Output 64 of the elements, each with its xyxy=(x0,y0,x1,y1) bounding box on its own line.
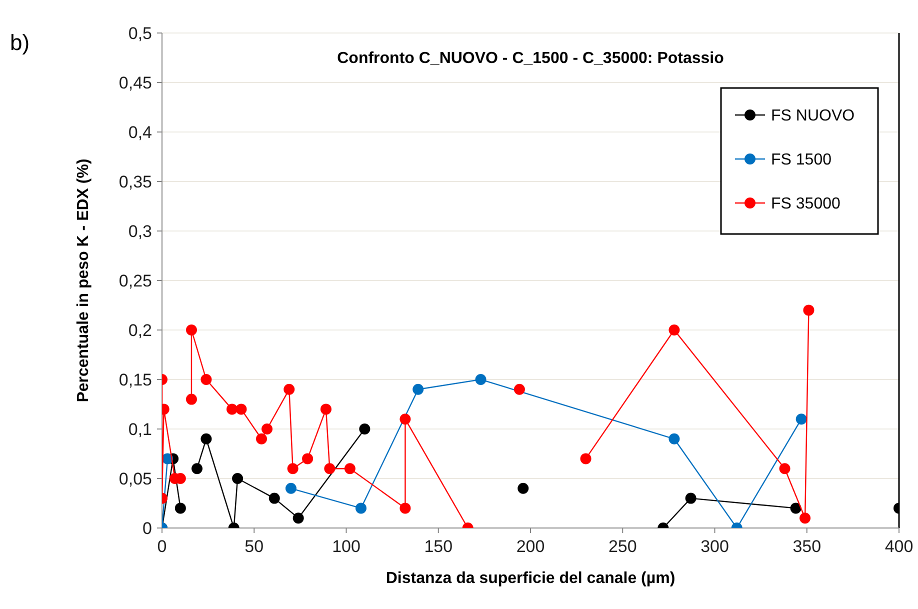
x-tick-label: 250 xyxy=(608,537,637,556)
point xyxy=(186,324,197,336)
x-tick-label: 200 xyxy=(516,537,545,556)
point xyxy=(287,463,298,474)
point xyxy=(796,414,807,425)
x-tick-label: 150 xyxy=(424,537,453,556)
x-tick-label: 300 xyxy=(700,537,729,556)
point xyxy=(514,384,525,395)
y-tick-label: 0,15 xyxy=(118,370,152,390)
y-axis-title: Percentuale in peso K - EDX (%) xyxy=(75,158,92,402)
point xyxy=(668,433,680,444)
x-tick-label: 0 xyxy=(157,537,167,556)
y-tick-label: 0,1 xyxy=(128,420,152,439)
point xyxy=(400,502,411,514)
point xyxy=(800,512,811,524)
y-tick-label: 0,35 xyxy=(118,172,152,192)
point xyxy=(790,502,802,514)
x-tick-label: 100 xyxy=(332,537,360,556)
point xyxy=(580,453,592,464)
point xyxy=(284,384,295,395)
y-tick-label: 0,4 xyxy=(128,122,152,142)
point xyxy=(359,424,370,434)
point xyxy=(268,492,280,504)
y-tick-label: 0,45 xyxy=(118,73,152,92)
text: Confronto C_NUOVO - C_1500 - C_35000: Potassio xyxy=(337,50,724,67)
point xyxy=(412,384,424,395)
point xyxy=(475,374,486,385)
text: b) xyxy=(10,30,30,55)
point xyxy=(232,473,244,484)
x-axis-title: Distanza da superficie del canale (µm) xyxy=(386,570,676,587)
point xyxy=(518,482,529,494)
y-tick-label: 0,05 xyxy=(118,469,152,488)
point xyxy=(192,463,203,474)
point xyxy=(186,394,197,405)
x-tick-label: 350 xyxy=(792,537,822,556)
y-tick-label: 0,3 xyxy=(128,222,152,241)
x-tick-label: 400 xyxy=(884,537,914,556)
point xyxy=(200,433,212,444)
point xyxy=(685,492,696,504)
point xyxy=(803,304,814,316)
legend-label: FS 1500 xyxy=(771,152,832,169)
point xyxy=(668,324,680,336)
legend-label: FS 35000 xyxy=(771,196,840,213)
y-tick-label: 0,25 xyxy=(118,271,152,290)
y-tick-label: 0,5 xyxy=(128,24,152,43)
point xyxy=(320,404,332,415)
y-tick-label: 0 xyxy=(142,518,152,538)
point xyxy=(355,502,366,514)
point xyxy=(285,482,296,494)
point xyxy=(174,502,186,514)
point xyxy=(302,453,314,464)
point xyxy=(344,463,356,474)
point xyxy=(200,374,212,385)
y-tick-label: 0,2 xyxy=(128,320,152,340)
point xyxy=(262,424,273,434)
point xyxy=(324,463,336,474)
x-tick-label: 50 xyxy=(244,537,264,556)
point xyxy=(292,512,304,524)
point xyxy=(256,433,267,444)
legend-label: FS NUOVO xyxy=(771,108,855,125)
point xyxy=(779,463,790,474)
point xyxy=(226,404,238,415)
point xyxy=(400,414,411,425)
point xyxy=(236,404,247,415)
